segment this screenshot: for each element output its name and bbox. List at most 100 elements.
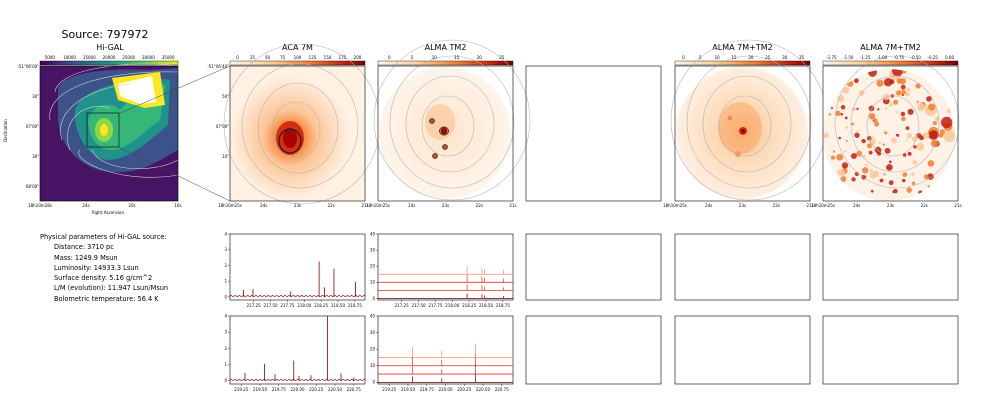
panel-title-aca7m: ACA 7M — [282, 43, 313, 52]
noise-blob — [842, 86, 850, 94]
y-tick-aca7m: 10" — [222, 154, 229, 159]
alma7mtm2-image — [670, 39, 828, 202]
noise-blob — [884, 147, 891, 154]
y-tick-label: 1 — [224, 279, 227, 284]
param-luminosity: Luminosity: 14933.3 Lsun — [54, 263, 139, 272]
noise-blob — [868, 113, 876, 120]
x-tick-alma7mtm2: 18h10m25s — [663, 203, 687, 208]
noise-blob — [912, 160, 918, 165]
noise-blob — [913, 145, 917, 149]
noise-blob — [893, 188, 898, 194]
param-lm-ratio: L/M (evolution): 11.947 Lsun/Msun — [54, 284, 169, 293]
x-tick-label: 217.50 — [412, 303, 426, 308]
colorbar-tick-higal: 25000 — [122, 55, 135, 60]
y-tick-aca7m: -51°06'40" — [207, 64, 229, 69]
zoom-line-bottom — [117, 146, 231, 202]
noise-blob — [843, 150, 847, 153]
noise-blob — [865, 163, 868, 167]
noise-blob — [927, 160, 935, 167]
colorbar-tick-alma7mtm2: 10 — [715, 55, 721, 60]
y-tick-higal: 07'00" — [26, 124, 39, 129]
noise-blob — [906, 187, 912, 193]
noise-blob — [905, 126, 910, 130]
colorbar-tick-higal: 35000 — [162, 55, 175, 60]
noise-blob — [873, 118, 878, 123]
noise-blob — [911, 172, 915, 176]
x-tick-alma7mtm2: 21s — [806, 203, 813, 208]
noise-blob — [928, 103, 936, 111]
spec-alma-2: 0 10 20 30 40 219.25 219.50 219.75 220.00 220.25 2… — [370, 313, 514, 392]
y-tick-label: 30 — [370, 330, 376, 335]
colorbar-tick-almatm2: 15 — [454, 55, 460, 60]
x-tick-aca7m: 18h10m25s — [218, 203, 242, 208]
x-tick-alma7mtm2: 24s — [705, 203, 712, 208]
noise-blob — [939, 129, 946, 135]
x-tick-aca7m: 24s — [260, 203, 267, 208]
noise-blob — [932, 120, 937, 126]
colorbar-tick-alma7mtm2b: -0.50 — [911, 55, 922, 60]
x-tick-aca7m: 23s — [294, 203, 301, 208]
y-tick-label: 40 — [370, 231, 376, 236]
spectrum-baseline — [229, 378, 366, 382]
x-tick-label: 217.75 — [428, 303, 442, 308]
x-tick-higal: 20s — [128, 203, 135, 208]
noise-blob — [840, 176, 847, 182]
higal-image — [39, 63, 179, 202]
y-tick-label: 4 — [224, 231, 227, 236]
y-tick-label: 1 — [224, 362, 227, 367]
x-tick-label: 218.50 — [479, 303, 493, 308]
noise-blob — [828, 113, 832, 116]
x-tick-label: 220.75 — [495, 387, 509, 392]
noise-blob — [884, 107, 888, 111]
noise-blob — [870, 135, 874, 139]
empty-panel-r1c3 — [525, 233, 662, 301]
x-tick-label: 219.50 — [401, 387, 415, 392]
noise-blob — [854, 132, 860, 138]
x-tick-alma7mtm2b: 24s — [853, 203, 860, 208]
x-tick-label: 217.50 — [264, 303, 278, 308]
empty-panel-r1c4 — [674, 233, 811, 301]
colorbar-tick-aca7m: 0 — [236, 55, 239, 60]
panel-title-alma7mtm2-b: ALMA 7M+TM2 — [860, 43, 921, 52]
noise-blob — [823, 132, 829, 139]
noise-blob — [900, 111, 906, 117]
noise-blob — [856, 107, 859, 111]
colorbar-almatm2 — [377, 60, 514, 66]
noise-blob — [907, 151, 912, 156]
noise-blob — [861, 138, 866, 144]
noise-blob — [861, 167, 869, 174]
x-tick-label: 218.75 — [496, 303, 510, 308]
noise-blob — [923, 174, 929, 180]
noise-blob — [907, 108, 914, 115]
noise-blob — [883, 173, 886, 176]
noise-blob — [838, 136, 841, 140]
noise-blob — [882, 143, 885, 146]
noise-blob — [856, 150, 863, 157]
aca7m-image — [223, 43, 381, 205]
y-tick-label: 2 — [224, 263, 227, 268]
x-tick-almatm2: 23s — [442, 203, 449, 208]
y-tick-label: 0 — [224, 294, 227, 299]
param-distance: Distance: 3710 pc — [54, 243, 114, 252]
y-tick-label: 30 — [370, 247, 376, 252]
noise-blob — [883, 77, 893, 87]
x-tick-alma7mtm2: 23s — [739, 203, 746, 208]
colorbar-tick-alma7mtm2: 15 — [732, 55, 738, 60]
noise-blob — [832, 150, 836, 153]
empty-panel-r2c5 — [822, 315, 959, 385]
noise-blob — [845, 126, 849, 129]
noise-blob — [916, 100, 919, 104]
panel-title-alma7mtm2: ALMA 7M+TM2 — [712, 43, 773, 52]
colorbar-tick-aca7m: 175 — [339, 55, 347, 60]
noise-blob — [927, 185, 930, 188]
noise-blob — [889, 103, 893, 107]
x-tick-label: 217.75 — [280, 303, 294, 308]
colorbar-tick-higal: 10000 — [63, 55, 76, 60]
noise-blob — [830, 155, 836, 160]
x-tick-almatm2: 22s — [476, 203, 483, 208]
panel-title-almatm2: ALMA TM2 — [424, 43, 467, 52]
noise-blob — [896, 78, 903, 84]
spec-aca-2-frame — [229, 315, 366, 385]
